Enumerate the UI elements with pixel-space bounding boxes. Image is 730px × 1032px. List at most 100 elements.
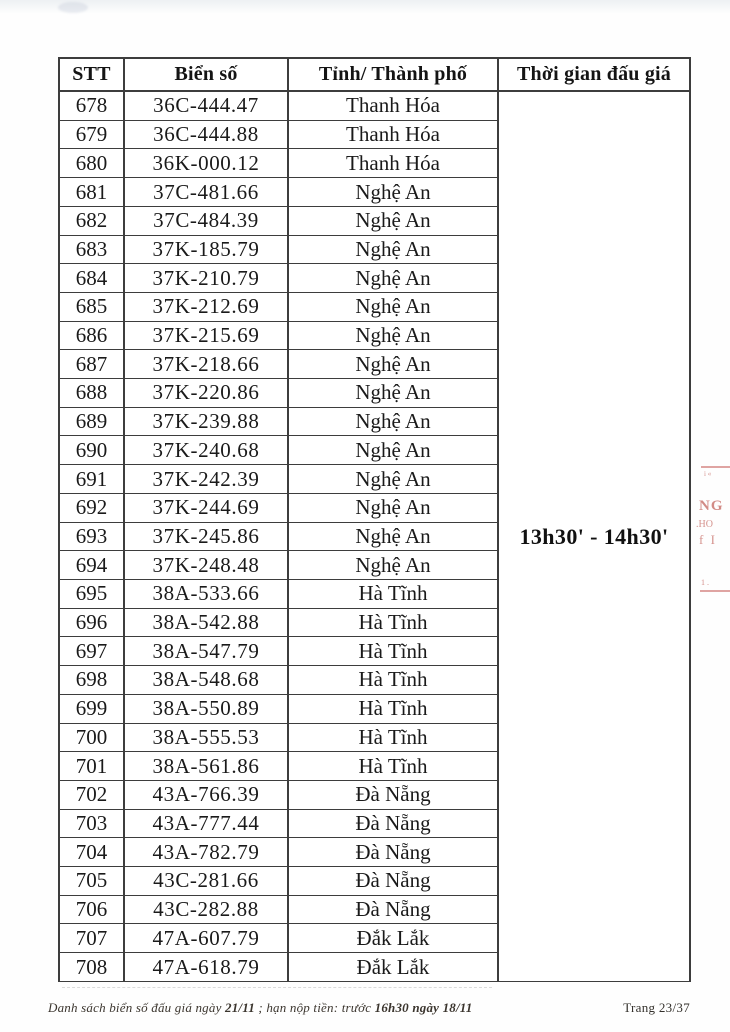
plate-number-cell: 43C-281.66 — [123, 866, 289, 896]
province-cell: Đà Nẵng — [287, 779, 499, 810]
stt-cell: 688 — [58, 378, 125, 408]
province-cell: Nghệ An — [287, 234, 499, 265]
table-row: 705 43C-281.66 Đà Nẵng — [58, 866, 690, 896]
plate-number-cell: 38A-547.79 — [123, 636, 289, 667]
province-cell: Nghệ An — [287, 291, 499, 322]
province-cell: Hà Tĩnh — [287, 665, 499, 695]
table-row: 692 37K-244.69 Nghệ An — [58, 492, 690, 523]
province-cell: Đắk Lắk — [287, 952, 499, 982]
province-cell: Thanh Hóa — [287, 119, 499, 150]
province-cell: Hà Tĩnh — [287, 693, 499, 724]
table-row: 703 43A-777.44 Đà Nẵng — [58, 808, 690, 839]
table-row: 686 37K-215.69 Nghệ An — [58, 320, 690, 351]
province-cell: Nghệ An — [287, 205, 499, 236]
plate-number-cell: 37K-220.86 — [123, 378, 289, 408]
plate-number-cell: 37K-218.66 — [123, 349, 289, 380]
stt-cell: 696 — [58, 607, 125, 638]
stamp-line-fragment — [701, 466, 730, 468]
stt-cell: 684 — [58, 263, 125, 293]
province-cell: Đắk Lắk — [287, 923, 499, 954]
footer-text: Danh sách biển số đấu giá ngày — [48, 1000, 225, 1015]
plate-number-cell: 43A-782.79 — [123, 837, 289, 868]
province-cell: Nghệ An — [287, 378, 499, 408]
province-cell: Nghệ An — [287, 435, 499, 466]
stt-cell: 683 — [58, 234, 125, 265]
footer-note: Danh sách biển số đấu giá ngày 21/11 ; h… — [48, 1000, 472, 1016]
province-cell: Nghệ An — [287, 406, 499, 437]
stt-cell: 697 — [58, 636, 125, 667]
stt-cell: 695 — [58, 579, 125, 609]
plate-number-cell: 37K-245.86 — [123, 521, 289, 552]
plate-number-cell: 38A-555.53 — [123, 722, 289, 753]
plate-number-cell: 37C-484.39 — [123, 205, 289, 236]
province-cell: Nghệ An — [287, 521, 499, 552]
stamp-text-fragment: i « — [704, 470, 712, 478]
footer-deadline: 16h30 ngày 18/11 — [374, 1000, 473, 1015]
stamp-text-fragment: 1 . — [701, 578, 709, 587]
province-cell: Nghệ An — [287, 464, 499, 494]
plate-number-cell: 43A-766.39 — [123, 779, 289, 810]
plate-number-cell: 37C-481.66 — [123, 177, 289, 207]
table-row: 700 38A-555.53 Hà Tĩnh — [58, 722, 690, 753]
stt-cell: 678 — [58, 90, 125, 121]
table-body: 678 36C-444.47 Thanh Hóa 13h30' - 14h30' 679… — [58, 90, 691, 982]
province-cell: Hà Tĩnh — [287, 751, 499, 781]
province-cell: Hà Tĩnh — [287, 579, 499, 609]
stt-cell: 698 — [58, 665, 125, 695]
table-row: 695 38A-533.66 Hà Tĩnh — [58, 579, 690, 609]
province-cell: Đà Nẵng — [287, 866, 499, 896]
table-row: 698 38A-548.68 Hà Tĩnh — [58, 665, 690, 695]
province-cell: Nghệ An — [287, 349, 499, 380]
table-row: 684 37K-210.79 Nghệ An — [58, 263, 690, 293]
stt-cell: 691 — [58, 464, 125, 494]
plate-number-cell: 38A-542.88 — [123, 607, 289, 638]
stt-cell: 694 — [58, 550, 125, 580]
table-row: 694 37K-248.48 Nghệ An — [58, 550, 690, 580]
province-cell: Nghệ An — [287, 492, 499, 523]
table-row: 679 36C-444.88 Thanh Hóa — [58, 119, 690, 150]
table-row: 685 37K-212.69 Nghệ An — [58, 291, 690, 322]
table-row: 678 36C-444.47 Thanh Hóa 13h30' - 14h30' — [58, 90, 691, 982]
plate-number-cell: 37K-210.79 — [123, 263, 289, 293]
table-row: 708 47A-618.79 Đắk Lắk — [58, 952, 690, 982]
table-row: 682 37C-484.39 Nghệ An — [58, 205, 690, 236]
province-cell: Hà Tĩnh — [287, 636, 499, 667]
stt-cell: 690 — [58, 435, 125, 466]
plate-number-cell: 38A-550.89 — [123, 693, 289, 724]
stt-cell: 703 — [58, 808, 125, 839]
stt-cell: 704 — [58, 837, 125, 868]
table-row: 681 37C-481.66 Nghệ An — [58, 177, 690, 207]
province-cell: Nghệ An — [287, 177, 499, 207]
table-header-row: STT Biển số Tỉnh/ Thành phố Thời gian đấ… — [58, 57, 691, 92]
stamp-text-fragment: .HO — [696, 519, 713, 530]
stt-cell: 706 — [58, 894, 125, 925]
table-row: 706 43C-282.88 Đà Nẵng — [58, 894, 690, 925]
plate-number-cell: 37K-248.48 — [123, 550, 289, 580]
plate-number-cell: 38A-548.68 — [123, 665, 289, 695]
page-number: Trang 23/37 — [623, 1000, 690, 1015]
stt-cell: 700 — [58, 722, 125, 753]
table-row: 683 37K-185.79 Nghệ An — [58, 234, 690, 265]
stamp-text-fragment: f I — [699, 532, 717, 547]
stamp-text-fragment: NG — [699, 498, 724, 514]
stt-cell: 693 — [58, 521, 125, 552]
stt-cell: 679 — [58, 119, 125, 150]
header-stt: STT — [58, 57, 125, 92]
scan-residue-line — [62, 987, 492, 988]
stamp-line-fragment — [700, 590, 730, 592]
plate-number-cell: 43C-282.88 — [123, 894, 289, 925]
plate-number-cell: 37K-240.68 — [123, 435, 289, 466]
footer-auction-date: 21/11 — [225, 1000, 255, 1015]
plate-number-cell: 37K-212.69 — [123, 291, 289, 322]
plate-number-cell: 36C-444.47 — [123, 90, 289, 121]
stt-cell: 692 — [58, 492, 125, 523]
plate-number-cell: 37K-215.69 — [123, 320, 289, 351]
header-province: Tỉnh/ Thành phố — [287, 57, 499, 92]
stt-cell: 701 — [58, 751, 125, 781]
province-cell: Đà Nẵng — [287, 894, 499, 925]
stt-cell: 702 — [58, 779, 125, 810]
plate-number-cell: 37K-239.88 — [123, 406, 289, 437]
plate-number-cell: 47A-607.79 — [123, 923, 289, 954]
header-auction-time: Thời gian đấu giá — [497, 57, 691, 92]
stt-cell: 687 — [58, 349, 125, 380]
